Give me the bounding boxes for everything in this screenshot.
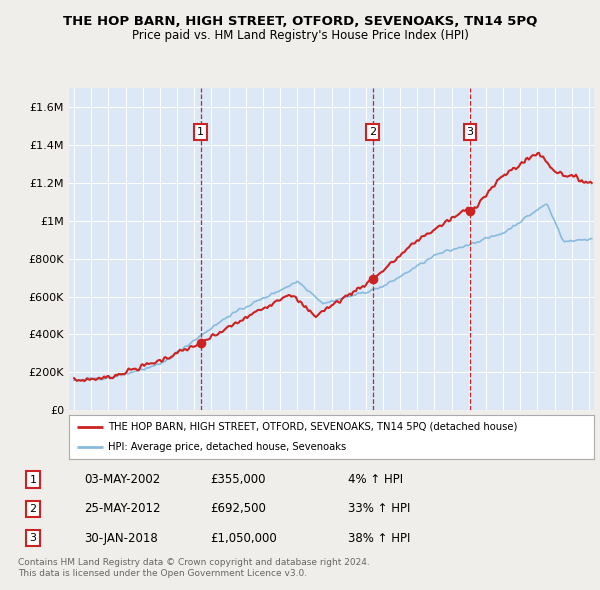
Text: 2: 2 xyxy=(29,504,37,514)
Text: Price paid vs. HM Land Registry's House Price Index (HPI): Price paid vs. HM Land Registry's House … xyxy=(131,30,469,42)
Text: HPI: Average price, detached house, Sevenoaks: HPI: Average price, detached house, Seve… xyxy=(109,442,347,452)
Text: 25-MAY-2012: 25-MAY-2012 xyxy=(84,502,161,516)
Text: 2: 2 xyxy=(369,127,376,137)
Text: THE HOP BARN, HIGH STREET, OTFORD, SEVENOAKS, TN14 5PQ (detached house): THE HOP BARN, HIGH STREET, OTFORD, SEVEN… xyxy=(109,422,518,432)
Text: 30-JAN-2018: 30-JAN-2018 xyxy=(84,532,158,545)
Text: THE HOP BARN, HIGH STREET, OTFORD, SEVENOAKS, TN14 5PQ: THE HOP BARN, HIGH STREET, OTFORD, SEVEN… xyxy=(63,15,537,28)
Text: £692,500: £692,500 xyxy=(210,502,266,516)
Text: 3: 3 xyxy=(29,533,37,543)
Text: 38% ↑ HPI: 38% ↑ HPI xyxy=(348,532,410,545)
Text: 1: 1 xyxy=(29,474,37,484)
Text: £355,000: £355,000 xyxy=(210,473,265,486)
Text: Contains HM Land Registry data © Crown copyright and database right 2024.
This d: Contains HM Land Registry data © Crown c… xyxy=(18,558,370,578)
Text: 4% ↑ HPI: 4% ↑ HPI xyxy=(348,473,403,486)
Text: £1,050,000: £1,050,000 xyxy=(210,532,277,545)
Text: 33% ↑ HPI: 33% ↑ HPI xyxy=(348,502,410,516)
Text: 03-MAY-2002: 03-MAY-2002 xyxy=(84,473,160,486)
Text: 3: 3 xyxy=(467,127,473,137)
Text: 1: 1 xyxy=(197,127,204,137)
